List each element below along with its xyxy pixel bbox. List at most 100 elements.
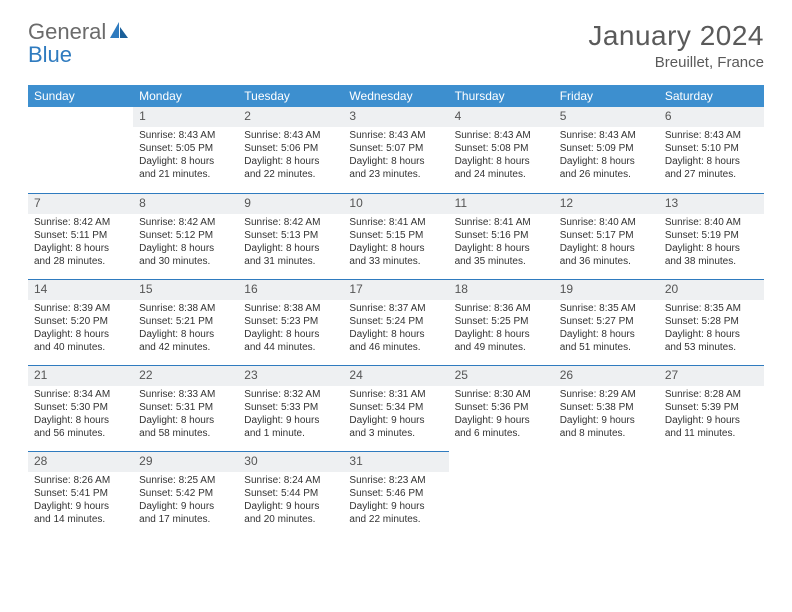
calendar-day-cell: 10Sunrise: 8:41 AMSunset: 5:15 PMDayligh… [343,193,448,279]
calendar-day-cell: 17Sunrise: 8:37 AMSunset: 5:24 PMDayligh… [343,279,448,365]
day-number: 14 [28,279,133,300]
day-body: Sunrise: 8:35 AMSunset: 5:28 PMDaylight:… [659,300,764,358]
calendar-day-cell: 22Sunrise: 8:33 AMSunset: 5:31 PMDayligh… [133,365,238,451]
day-number: 21 [28,365,133,386]
day-body: Sunrise: 8:39 AMSunset: 5:20 PMDaylight:… [28,300,133,358]
calendar-day-cell: 11Sunrise: 8:41 AMSunset: 5:16 PMDayligh… [449,193,554,279]
day-body: Sunrise: 8:23 AMSunset: 5:46 PMDaylight:… [343,472,448,530]
day-body: Sunrise: 8:28 AMSunset: 5:39 PMDaylight:… [659,386,764,444]
day-number: 28 [28,451,133,472]
day-body: Sunrise: 8:33 AMSunset: 5:31 PMDaylight:… [133,386,238,444]
day-body: Sunrise: 8:43 AMSunset: 5:08 PMDaylight:… [449,127,554,185]
day-body: Sunrise: 8:38 AMSunset: 5:23 PMDaylight:… [238,300,343,358]
day-body: Sunrise: 8:43 AMSunset: 5:06 PMDaylight:… [238,127,343,185]
calendar-day-cell: 13Sunrise: 8:40 AMSunset: 5:19 PMDayligh… [659,193,764,279]
calendar-day-cell: 9Sunrise: 8:42 AMSunset: 5:13 PMDaylight… [238,193,343,279]
day-body: Sunrise: 8:31 AMSunset: 5:34 PMDaylight:… [343,386,448,444]
day-number: 16 [238,279,343,300]
day-number: 7 [28,193,133,214]
calendar-day-cell: 15Sunrise: 8:38 AMSunset: 5:21 PMDayligh… [133,279,238,365]
weekday-header: Friday [554,85,659,107]
calendar-day-cell: 18Sunrise: 8:36 AMSunset: 5:25 PMDayligh… [449,279,554,365]
calendar-day-cell: 1Sunrise: 8:43 AMSunset: 5:05 PMDaylight… [133,107,238,193]
day-body: Sunrise: 8:26 AMSunset: 5:41 PMDaylight:… [28,472,133,530]
weekday-header: Saturday [659,85,764,107]
day-body: Sunrise: 8:41 AMSunset: 5:15 PMDaylight:… [343,214,448,272]
day-body: Sunrise: 8:29 AMSunset: 5:38 PMDaylight:… [554,386,659,444]
logo-text-general: General [28,20,106,43]
calendar-day-cell: 20Sunrise: 8:35 AMSunset: 5:28 PMDayligh… [659,279,764,365]
weekday-header: Thursday [449,85,554,107]
calendar-body: 1Sunrise: 8:43 AMSunset: 5:05 PMDaylight… [28,107,764,537]
day-number: 23 [238,365,343,386]
day-number: 27 [659,365,764,386]
page-title: January 2024 [588,20,764,52]
header: GeneralBlue January 2024 Breuillet, France [28,20,764,71]
title-block: January 2024 Breuillet, France [588,20,764,71]
day-body: Sunrise: 8:36 AMSunset: 5:25 PMDaylight:… [449,300,554,358]
calendar-day-cell: 27Sunrise: 8:28 AMSunset: 5:39 PMDayligh… [659,365,764,451]
location-label: Breuillet, France [588,54,764,71]
day-number: 11 [449,193,554,214]
calendar-day-cell: 24Sunrise: 8:31 AMSunset: 5:34 PMDayligh… [343,365,448,451]
day-body: Sunrise: 8:40 AMSunset: 5:17 PMDaylight:… [554,214,659,272]
logo-text-blue: Blue [28,42,72,67]
calendar-day-cell: 8Sunrise: 8:42 AMSunset: 5:12 PMDaylight… [133,193,238,279]
calendar-day-cell [449,451,554,537]
day-body: Sunrise: 8:42 AMSunset: 5:11 PMDaylight:… [28,214,133,272]
calendar-day-cell [554,451,659,537]
day-body: Sunrise: 8:24 AMSunset: 5:44 PMDaylight:… [238,472,343,530]
weekday-header-row: SundayMondayTuesdayWednesdayThursdayFrid… [28,85,764,107]
calendar-day-cell: 28Sunrise: 8:26 AMSunset: 5:41 PMDayligh… [28,451,133,537]
calendar-day-cell: 7Sunrise: 8:42 AMSunset: 5:11 PMDaylight… [28,193,133,279]
day-number: 24 [343,365,448,386]
day-body: Sunrise: 8:43 AMSunset: 5:10 PMDaylight:… [659,127,764,185]
day-number: 13 [659,193,764,214]
day-number: 4 [449,107,554,127]
calendar-day-cell: 19Sunrise: 8:35 AMSunset: 5:27 PMDayligh… [554,279,659,365]
day-number: 26 [554,365,659,386]
day-body: Sunrise: 8:38 AMSunset: 5:21 PMDaylight:… [133,300,238,358]
day-number: 19 [554,279,659,300]
day-body: Sunrise: 8:43 AMSunset: 5:07 PMDaylight:… [343,127,448,185]
weekday-header: Tuesday [238,85,343,107]
day-number: 15 [133,279,238,300]
day-number: 2 [238,107,343,127]
day-number: 22 [133,365,238,386]
weekday-header: Wednesday [343,85,448,107]
weekday-header: Monday [133,85,238,107]
calendar-day-cell: 5Sunrise: 8:43 AMSunset: 5:09 PMDaylight… [554,107,659,193]
day-body: Sunrise: 8:35 AMSunset: 5:27 PMDaylight:… [554,300,659,358]
day-body: Sunrise: 8:34 AMSunset: 5:30 PMDaylight:… [28,386,133,444]
day-body: Sunrise: 8:42 AMSunset: 5:12 PMDaylight:… [133,214,238,272]
calendar-day-cell: 2Sunrise: 8:43 AMSunset: 5:06 PMDaylight… [238,107,343,193]
day-body: Sunrise: 8:30 AMSunset: 5:36 PMDaylight:… [449,386,554,444]
day-number: 20 [659,279,764,300]
day-number: 9 [238,193,343,214]
day-number: 25 [449,365,554,386]
sail-icon [109,20,129,43]
day-body: Sunrise: 8:37 AMSunset: 5:24 PMDaylight:… [343,300,448,358]
day-body: Sunrise: 8:43 AMSunset: 5:05 PMDaylight:… [133,127,238,185]
calendar-week-row: 1Sunrise: 8:43 AMSunset: 5:05 PMDaylight… [28,107,764,193]
day-body: Sunrise: 8:41 AMSunset: 5:16 PMDaylight:… [449,214,554,272]
day-number: 3 [343,107,448,127]
calendar-day-cell: 21Sunrise: 8:34 AMSunset: 5:30 PMDayligh… [28,365,133,451]
logo: GeneralBlue [28,20,129,66]
calendar-day-cell: 16Sunrise: 8:38 AMSunset: 5:23 PMDayligh… [238,279,343,365]
calendar-day-cell [28,107,133,193]
day-number: 17 [343,279,448,300]
calendar-table: SundayMondayTuesdayWednesdayThursdayFrid… [28,85,764,537]
day-number: 1 [133,107,238,127]
day-number: 30 [238,451,343,472]
calendar-day-cell: 4Sunrise: 8:43 AMSunset: 5:08 PMDaylight… [449,107,554,193]
day-body: Sunrise: 8:43 AMSunset: 5:09 PMDaylight:… [554,127,659,185]
calendar-week-row: 28Sunrise: 8:26 AMSunset: 5:41 PMDayligh… [28,451,764,537]
calendar-day-cell: 6Sunrise: 8:43 AMSunset: 5:10 PMDaylight… [659,107,764,193]
calendar-day-cell: 12Sunrise: 8:40 AMSunset: 5:17 PMDayligh… [554,193,659,279]
day-number: 10 [343,193,448,214]
calendar-day-cell: 14Sunrise: 8:39 AMSunset: 5:20 PMDayligh… [28,279,133,365]
calendar-day-cell: 29Sunrise: 8:25 AMSunset: 5:42 PMDayligh… [133,451,238,537]
day-number: 6 [659,107,764,127]
day-body: Sunrise: 8:32 AMSunset: 5:33 PMDaylight:… [238,386,343,444]
